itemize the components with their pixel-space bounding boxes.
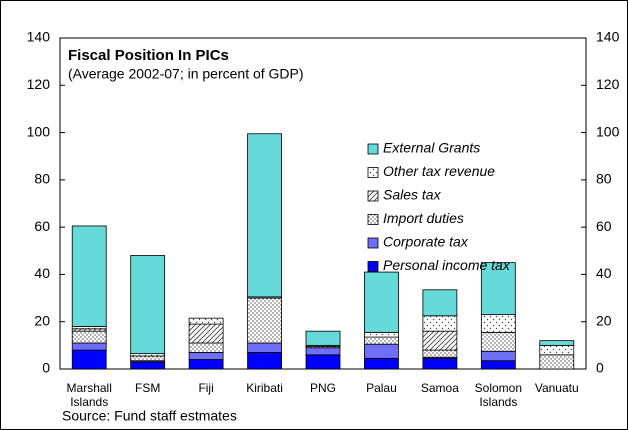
y2-tick-label: 140 [596,29,620,45]
y-tick-label: 120 [27,76,51,92]
x-tick-label: Palau [366,381,397,395]
bar-segment [247,352,282,370]
bar-segment [480,350,516,362]
y2-tick-label: 100 [596,123,620,139]
legend-swatch [367,261,379,272]
legend-label: External Grants [383,140,480,156]
bar-segment [422,289,458,317]
y2-tick-label: 80 [596,171,612,187]
bar-segment [480,360,516,370]
bar-segment [364,331,399,338]
y-tick-label: 60 [34,218,50,234]
bar-segment [305,347,341,356]
bar-segment [247,297,282,344]
y-tick-label: 0 [42,360,50,376]
bar-segment [480,314,516,333]
bar-segment [364,343,399,359]
bar-segment [188,317,224,325]
x-tick-label: FSM [134,381,161,395]
y-tick-label: 140 [27,29,51,45]
legend-swatch [367,143,379,155]
y-tick-label: 80 [34,171,50,187]
y-tick-label: 20 [34,312,50,328]
bar-segment [539,344,575,356]
bar-segment [247,133,282,298]
bar-segment [539,340,575,346]
x-tick-label: Vanuatu [534,381,579,395]
bar-segment [305,330,341,346]
bar-segment [188,352,224,360]
bar-segment [305,354,341,370]
bar-segment [188,342,224,353]
y2-tick-label: 0 [596,360,604,376]
bar-segment [364,336,399,345]
y2-tick-label: 40 [596,265,612,281]
legend-label: Import duties [383,210,464,226]
legend-label: Sales tax [383,187,442,203]
bar-segment [422,357,458,370]
bar-segment [130,255,166,355]
y-tick-label: 100 [27,123,51,139]
bar-segment [71,330,107,344]
bar-segment [71,225,107,327]
bar-segment [188,359,224,370]
bar-segment [422,315,458,332]
bar-segment [422,330,458,351]
bar-segment [188,323,224,344]
bar-segment [364,271,399,333]
x-tick-label: Fiji [198,381,214,395]
legend-swatch [367,237,379,249]
y2-tick-label: 20 [596,312,612,328]
legend-label: Personal income tax [383,257,511,273]
legend-label: Corporate tax [383,234,469,250]
legend-swatch [367,214,379,225]
legend-swatch [367,167,379,178]
x-tick-label: Samoa [420,381,459,395]
bar-segment [130,361,166,370]
x-tick-label: Solomon Islands [474,381,523,409]
y-tick-label: 40 [34,265,50,281]
x-tick-label: Kiribati [246,381,283,395]
y2-tick-label: 60 [596,218,612,234]
bar-segment [539,354,575,370]
bar-segment [480,331,516,352]
legend-label: Other tax revenue [383,163,495,179]
bar-segment [364,357,399,370]
bar-segment [71,342,107,351]
bar-segment [422,349,458,358]
bar-segment [247,342,282,353]
x-tick-label: PNG [309,381,336,395]
bar-segment [480,262,516,316]
legend-swatch [367,190,379,202]
source: Source: Fund staff estmates [62,408,237,424]
chart-subtitle: (Average 2002-07; in percent of GDP) [68,66,304,82]
bar-segment [71,349,107,370]
y2-tick-label: 120 [596,76,620,92]
x-tick-label: Marshall Islands [66,381,112,409]
bar-segment [130,355,166,362]
chart-title: Fiscal Position In PICs [68,47,229,64]
